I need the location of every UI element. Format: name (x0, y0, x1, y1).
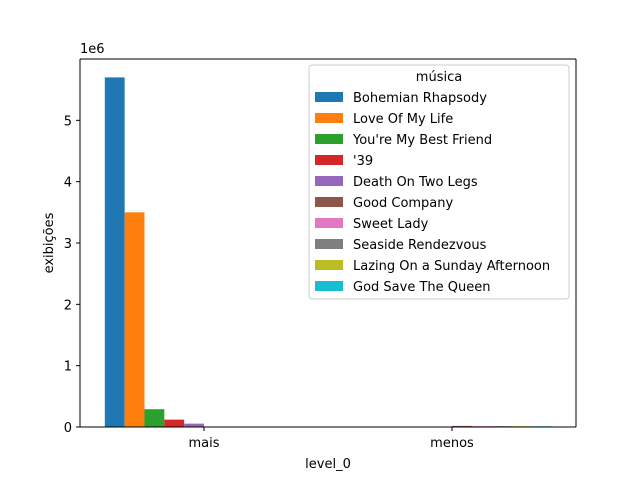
bar-0-2 (144, 409, 165, 427)
y-axis-label: exibições (42, 212, 57, 273)
legend-entry-label: Bohemian Rhapsody (353, 91, 487, 106)
x-tick-label: mais (188, 436, 219, 451)
ticks-layer: 0 1 2 3 4 5 mais menos (64, 114, 474, 451)
legend: música Bohemian Rhapsody Love Of My Life Y… (308, 64, 570, 300)
legend-swatch (315, 134, 343, 144)
bars-layer (104, 77, 552, 428)
legend-swatch (315, 260, 343, 270)
legend-entry-label: Love Of My Life (353, 112, 453, 127)
legend-swatch (315, 92, 343, 102)
legend-entry-label: You're My Best Friend (352, 133, 492, 148)
legend-entry-label: '39 (353, 154, 373, 169)
y-tick-label: 4 (64, 176, 72, 191)
legend-entry-label: Good Company (353, 196, 454, 211)
legend-entry-label: Death On Two Legs (353, 175, 478, 190)
y-tick-label: 1 (64, 360, 72, 375)
y-tick-label: 3 (64, 237, 72, 252)
bar-0-3 (164, 419, 185, 427)
bar-0-1 (124, 212, 145, 427)
legend-entry-label: Seaside Rendezvous (353, 238, 487, 253)
legend-entry-label: God Save The Queen (353, 280, 490, 295)
x-tick-label: menos (430, 436, 474, 451)
legend-entry-label: Lazing On a Sunday Afternoon (353, 259, 550, 274)
x-axis-label: level_0 (305, 457, 351, 472)
legend-swatch (315, 218, 343, 228)
legend-frame (308, 64, 570, 300)
legend-swatch (315, 239, 343, 249)
legend-title: música (416, 70, 462, 85)
bar-0-0 (104, 77, 125, 428)
y-multiplier-label: 1e6 (80, 42, 105, 57)
legend-swatch (315, 176, 343, 186)
y-tick-label: 0 (64, 421, 72, 436)
legend-swatch (315, 197, 343, 207)
y-tick-label: 5 (64, 114, 72, 129)
y-tick-label: 2 (64, 298, 72, 313)
legend-entry-label: Sweet Lady (353, 217, 429, 232)
legend-swatch (315, 155, 343, 165)
bar-0-4 (184, 423, 204, 427)
legend-swatch (315, 281, 343, 291)
legend-swatch (315, 113, 343, 123)
